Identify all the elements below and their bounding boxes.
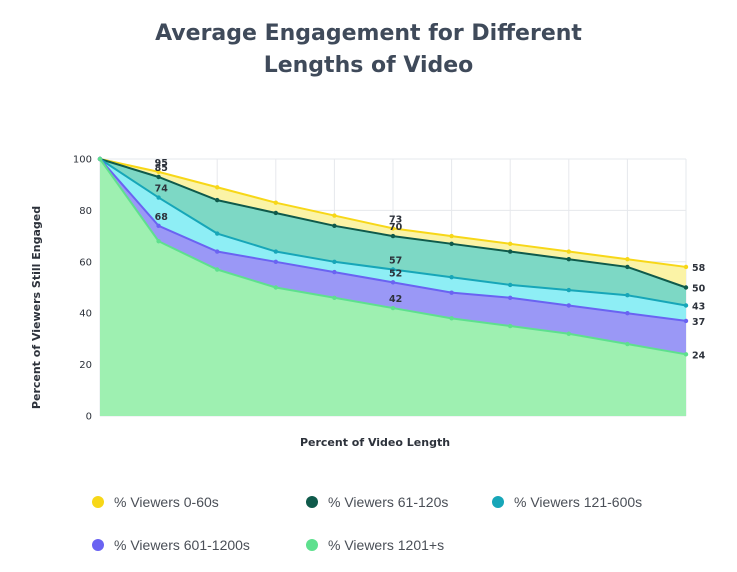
y-tick-label: 20 [79, 360, 92, 371]
data-label: 42 [389, 294, 402, 305]
data-point [156, 169, 161, 175]
legend-marker-icon [92, 496, 104, 508]
data-point [566, 257, 571, 262]
data-point [273, 285, 278, 290]
data-point [625, 264, 630, 270]
data-label: 43 [692, 301, 705, 312]
legend-item-4: % Viewers 601-1200s [92, 537, 250, 553]
area-chart: 0 20 40 60 80 100 Percent of Video Length Perce… [30, 155, 706, 450]
data-point [215, 197, 220, 203]
data-label: 74 [155, 184, 169, 195]
data-point [156, 195, 161, 200]
data-point [332, 223, 337, 229]
chart-title: Average Engagement for Different Lengths… [0, 18, 737, 82]
legend-label: % Viewers 61-120s [328, 494, 449, 510]
data-label: 85 [155, 163, 168, 174]
data-label: 24 [692, 350, 706, 361]
data-point [449, 241, 454, 247]
data-point [566, 303, 571, 308]
data-point [215, 231, 220, 236]
data-point [390, 233, 396, 239]
data-point [156, 174, 161, 180]
data-point [449, 275, 454, 280]
legend-item-3: % Viewers 121-600s [492, 494, 642, 510]
data-point [332, 259, 337, 264]
data-label: 68 [155, 212, 169, 223]
data-label: 57 [389, 256, 402, 267]
data-point [508, 241, 513, 247]
legend-label: % Viewers 1201+s [328, 537, 445, 553]
data-label: 73 [389, 214, 402, 225]
data-point [683, 264, 689, 270]
legend-marker-icon [92, 539, 104, 551]
x-axis-label: Percent of Video Length [300, 436, 450, 449]
data-point [390, 280, 396, 285]
data-point [156, 239, 161, 244]
data-point [508, 282, 513, 288]
data-point [390, 267, 396, 272]
legend-item-2: % Viewers 61-120s [306, 494, 448, 510]
legend-label: % Viewers 601-1200s [114, 537, 250, 553]
data-point [332, 295, 337, 300]
data-point [508, 295, 513, 300]
data-point [215, 185, 220, 190]
chart-title-line-2: Lengths of Video [263, 53, 474, 78]
data-point [449, 233, 454, 239]
legend-label: % Viewers 0-60s [114, 494, 219, 510]
data-point [97, 156, 103, 162]
data-point [625, 341, 630, 347]
y-tick-label: 0 [86, 412, 92, 423]
data-point [449, 316, 454, 321]
y-tick-label: 40 [79, 309, 92, 320]
data-label: 37 [692, 317, 705, 328]
legend-item-5: % Viewers 1201+s [306, 537, 444, 553]
data-point [625, 311, 630, 316]
data-label: 58 [692, 263, 706, 274]
legend-marker-icon [492, 496, 504, 508]
y-tick-label: 100 [73, 155, 92, 166]
data-point [332, 213, 337, 218]
data-point [683, 318, 689, 324]
data-point [683, 352, 689, 357]
data-point [449, 290, 454, 295]
data-point [566, 287, 571, 293]
data-point [508, 249, 513, 254]
data-point [273, 259, 278, 264]
data-point [273, 249, 278, 254]
data-point [156, 223, 161, 229]
series-area-5 [100, 159, 686, 416]
data-label: 52 [389, 268, 402, 279]
data-label: 95 [155, 158, 168, 169]
data-point [332, 269, 337, 275]
data-point [215, 249, 220, 254]
data-point [566, 249, 571, 254]
data-point [390, 305, 396, 311]
data-point [625, 257, 630, 262]
legend-label: % Viewers 121-600s [514, 494, 643, 510]
chart-title-line-1: Average Engagement for Different [155, 21, 582, 46]
y-axis-label: Percent of Viewers Still Engaged [30, 206, 43, 409]
data-point [508, 323, 513, 329]
data-point [215, 267, 220, 272]
data-point [625, 293, 630, 298]
legend-marker-icon [306, 539, 318, 551]
data-point [273, 200, 278, 205]
y-tick-label: 80 [79, 206, 92, 217]
data-label: 50 [692, 284, 706, 295]
data-point [273, 210, 278, 216]
legend-marker-icon [306, 496, 318, 508]
data-point [566, 331, 571, 336]
data-point [683, 303, 689, 308]
data-point [683, 285, 689, 290]
data-label: 70 [389, 222, 403, 233]
data-point [390, 226, 396, 231]
y-tick-label: 60 [79, 257, 92, 268]
legend-item-1: % Viewers 0-60s [92, 494, 219, 510]
